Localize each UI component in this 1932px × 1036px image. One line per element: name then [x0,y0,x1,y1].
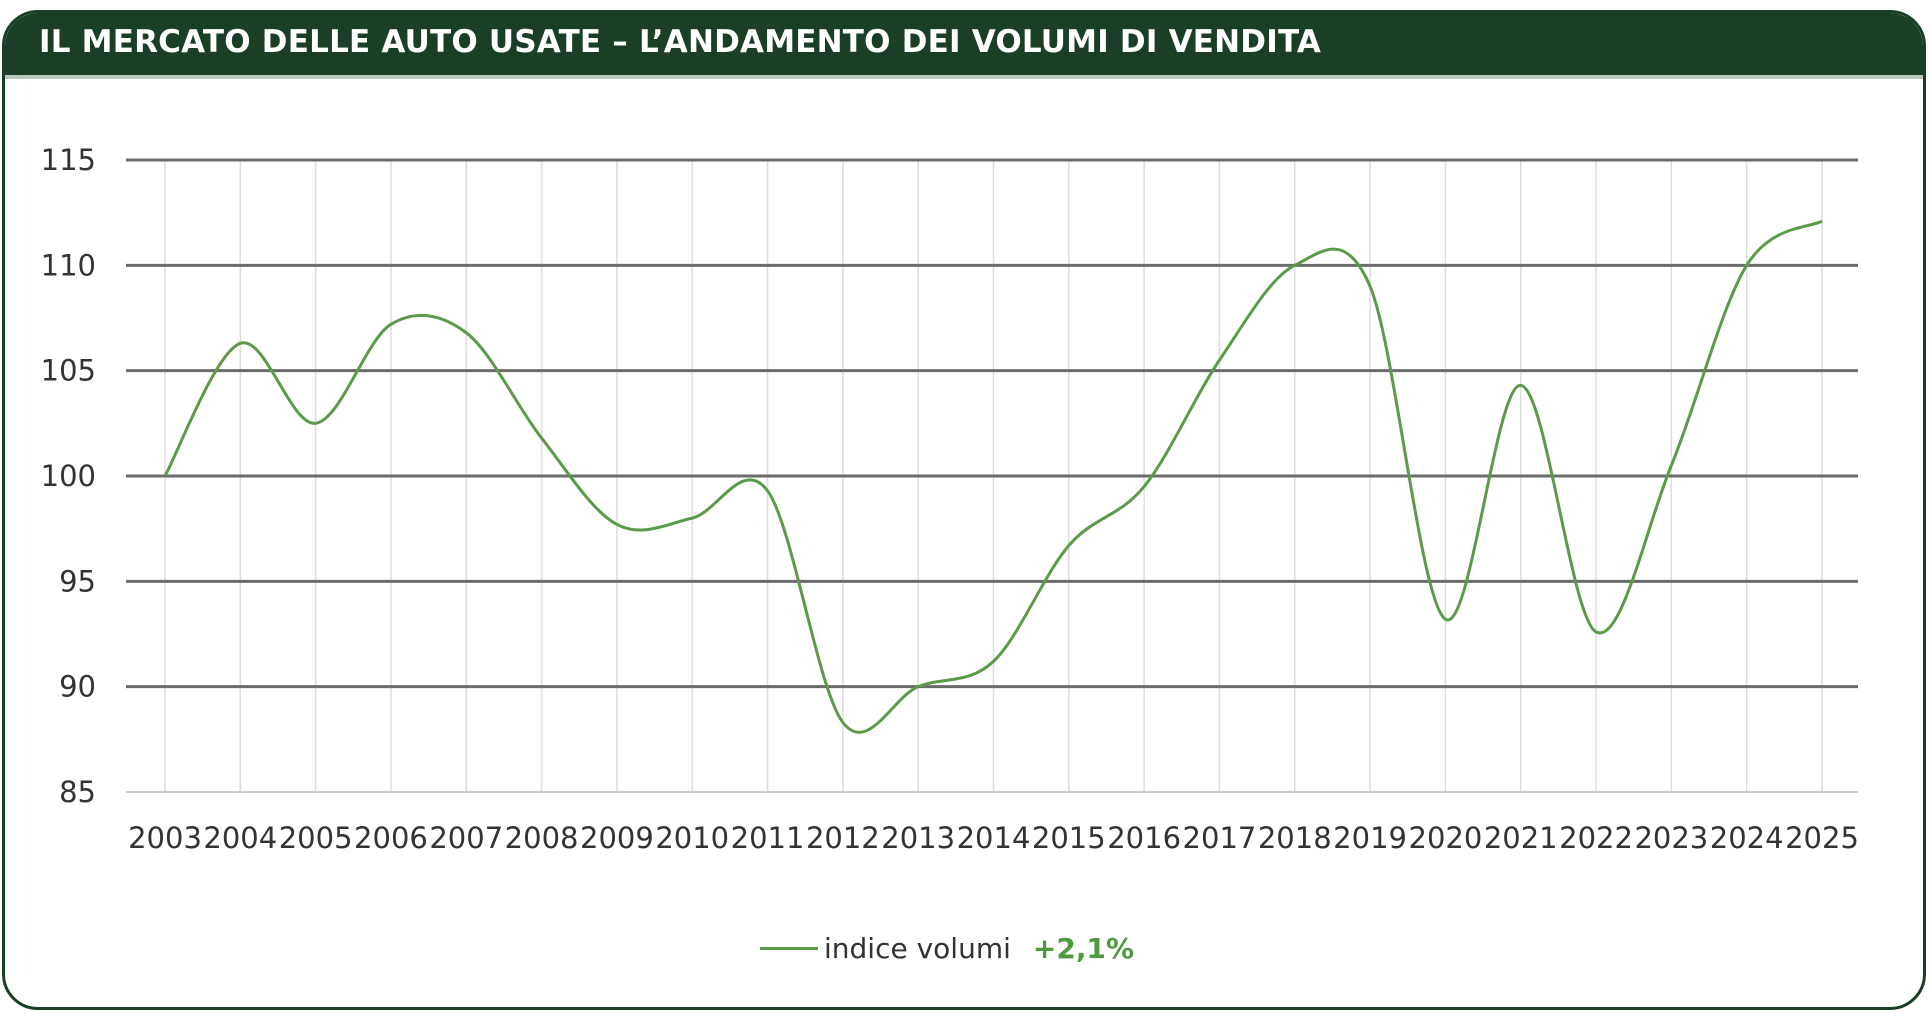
legend: indice volumi +2,1% [760,928,1134,968]
x-tick-label-2023: 2023 [1634,821,1708,855]
y-tick-label-105: 105 [41,354,96,388]
x-tick-label-2008: 2008 [505,821,579,855]
legend-delta: +2,1% [1032,931,1135,965]
y-tick-label-100: 100 [41,459,96,493]
legend-label: indice volumi [824,931,1011,965]
x-tick-label-2024: 2024 [1710,821,1784,855]
chart-card: IL MERCATO DELLE AUTO USATE – L’ANDAMENT… [2,10,1926,1010]
x-tick-label-2025: 2025 [1785,821,1859,855]
x-tick-label-2016: 2016 [1107,821,1181,855]
x-tick-label-2019: 2019 [1333,821,1407,855]
x-tick-label-2022: 2022 [1559,821,1633,855]
x-tick-label-2007: 2007 [429,821,503,855]
y-tick-label-115: 115 [41,143,96,177]
x-tick-label-2018: 2018 [1258,821,1332,855]
x-tick-label-2015: 2015 [1032,821,1106,855]
y-tick-label-85: 85 [59,775,96,809]
x-tick-label-2020: 2020 [1409,821,1483,855]
x-tick-label-2004: 2004 [203,821,277,855]
x-tick-label-2006: 2006 [354,821,428,855]
y-tick-label-95: 95 [59,564,96,598]
x-tick-label-2003: 2003 [128,821,202,855]
chart-title: IL MERCATO DELLE AUTO USATE – L’ANDAMENT… [39,24,1322,60]
x-tick-label-2011: 2011 [731,821,805,855]
x-tick-label-2014: 2014 [957,821,1031,855]
x-tick-label-2013: 2013 [881,821,955,855]
y-tick-label-110: 110 [41,248,96,282]
x-tick-label-2012: 2012 [806,821,880,855]
x-tick-label-2010: 2010 [655,821,729,855]
x-tick-label-2005: 2005 [279,821,353,855]
legend-line-swatch [760,946,818,950]
x-tick-label-2009: 2009 [580,821,654,855]
y-tick-label-90: 90 [59,670,96,704]
x-tick-label-2021: 2021 [1484,821,1558,855]
x-tick-label-2017: 2017 [1183,821,1257,855]
chart-header: IL MERCATO DELLE AUTO USATE – L’ANDAMENT… [5,13,1923,79]
